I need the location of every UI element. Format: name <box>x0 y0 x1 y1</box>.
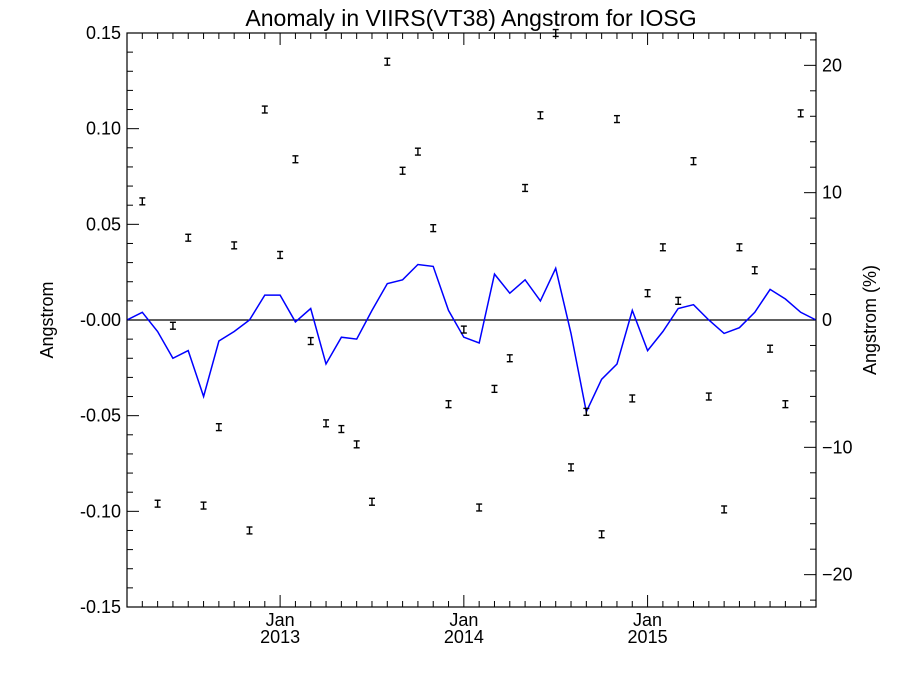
data-point-errorbar <box>537 111 544 120</box>
data-point-errorbar <box>277 250 284 260</box>
data-point-errorbar <box>506 354 513 363</box>
data-point-errorbar <box>261 105 268 114</box>
x-tick-year-label: 2014 <box>444 627 484 647</box>
data-point-errorbar <box>323 419 330 428</box>
y-tick-label: -0.15 <box>80 597 121 617</box>
data-point-errorbar <box>169 321 176 330</box>
data-point-errorbar <box>338 424 345 434</box>
data-point-errorbar <box>445 400 452 409</box>
y-axis-label-right: Angstrom (%) <box>860 265 880 375</box>
chart-title: Anomaly in VIIRS(VT38) Angstrom for IOSG <box>245 5 696 31</box>
data-point-errorbar <box>751 266 758 275</box>
data-point-errorbar <box>154 499 161 508</box>
x-tick-month-label: Jan <box>266 610 295 630</box>
y-right-tick-label: 20 <box>822 55 842 75</box>
data-point-errorbar <box>568 463 575 472</box>
right-y-axis: 20 10 0 −10 −20 <box>804 39 853 601</box>
data-point-errorbar <box>767 344 774 353</box>
anomaly-series-line <box>126 263 817 415</box>
data-point-errorbar <box>185 233 192 242</box>
left-y-axis: 0.15 0.10 0.05 -0.00 -0.05 -0.10 -0.15 <box>80 23 139 617</box>
data-point-errorbar <box>675 296 682 306</box>
data-point-errorbar <box>491 384 498 394</box>
data-point-errorbar <box>659 243 666 252</box>
y-tick-label: -0.10 <box>80 501 121 521</box>
y-axis-label-left: Angstrom <box>37 281 57 358</box>
data-point-errorbar <box>705 392 712 401</box>
y-tick-label: -0.05 <box>80 406 121 426</box>
y-tick-label: 0.15 <box>86 23 121 43</box>
y-tick-label: -0.00 <box>80 310 121 330</box>
x-tick-month-label: Jan <box>449 610 478 630</box>
plot-frame <box>126 32 817 608</box>
data-point-errorbar <box>797 109 804 118</box>
x-tick-month-label: Jan <box>633 610 662 630</box>
data-point-errorbar <box>598 530 605 539</box>
y-right-tick-label: 0 <box>822 310 832 330</box>
data-point-errorbar <box>644 289 651 298</box>
y-tick-label: 0.05 <box>86 214 121 234</box>
data-point-errorbar <box>399 166 406 175</box>
data-point-errorbar <box>139 197 146 206</box>
data-point-errorbar <box>246 526 253 535</box>
y-right-tick-label: 10 <box>822 183 842 203</box>
data-point-errorbar <box>782 400 789 409</box>
data-point-errorbar <box>690 157 697 166</box>
data-point-errorbar <box>292 155 299 164</box>
y-right-tick-label: −20 <box>822 565 853 585</box>
data-point-errorbar <box>460 325 467 334</box>
data-point-errorbar <box>476 503 483 512</box>
data-point-errorbar <box>368 497 375 506</box>
data-point-errorbar <box>629 394 636 403</box>
data-point-errorbar <box>200 501 207 510</box>
x-tick-year-label: 2013 <box>260 627 300 647</box>
data-point-errorbar <box>721 505 728 514</box>
data-point-errorbar <box>231 241 238 250</box>
y-right-tick-label: −10 <box>822 437 853 457</box>
data-point-errorbar <box>307 336 314 346</box>
data-point-errorbar <box>583 407 590 416</box>
plot-area <box>126 28 817 539</box>
data-point-errorbar <box>613 114 620 124</box>
y-tick-label: 0.10 <box>86 119 121 139</box>
data-point-errorbar <box>430 224 437 233</box>
data-point-errorbar <box>384 57 391 66</box>
data-point-errorbar <box>522 183 529 193</box>
data-point-errorbar <box>736 243 743 252</box>
data-point-errorbar <box>215 423 222 432</box>
data-point-errorbar <box>353 440 360 449</box>
x-tick-year-label: 2015 <box>628 627 668 647</box>
data-point-errorbar <box>414 147 421 156</box>
